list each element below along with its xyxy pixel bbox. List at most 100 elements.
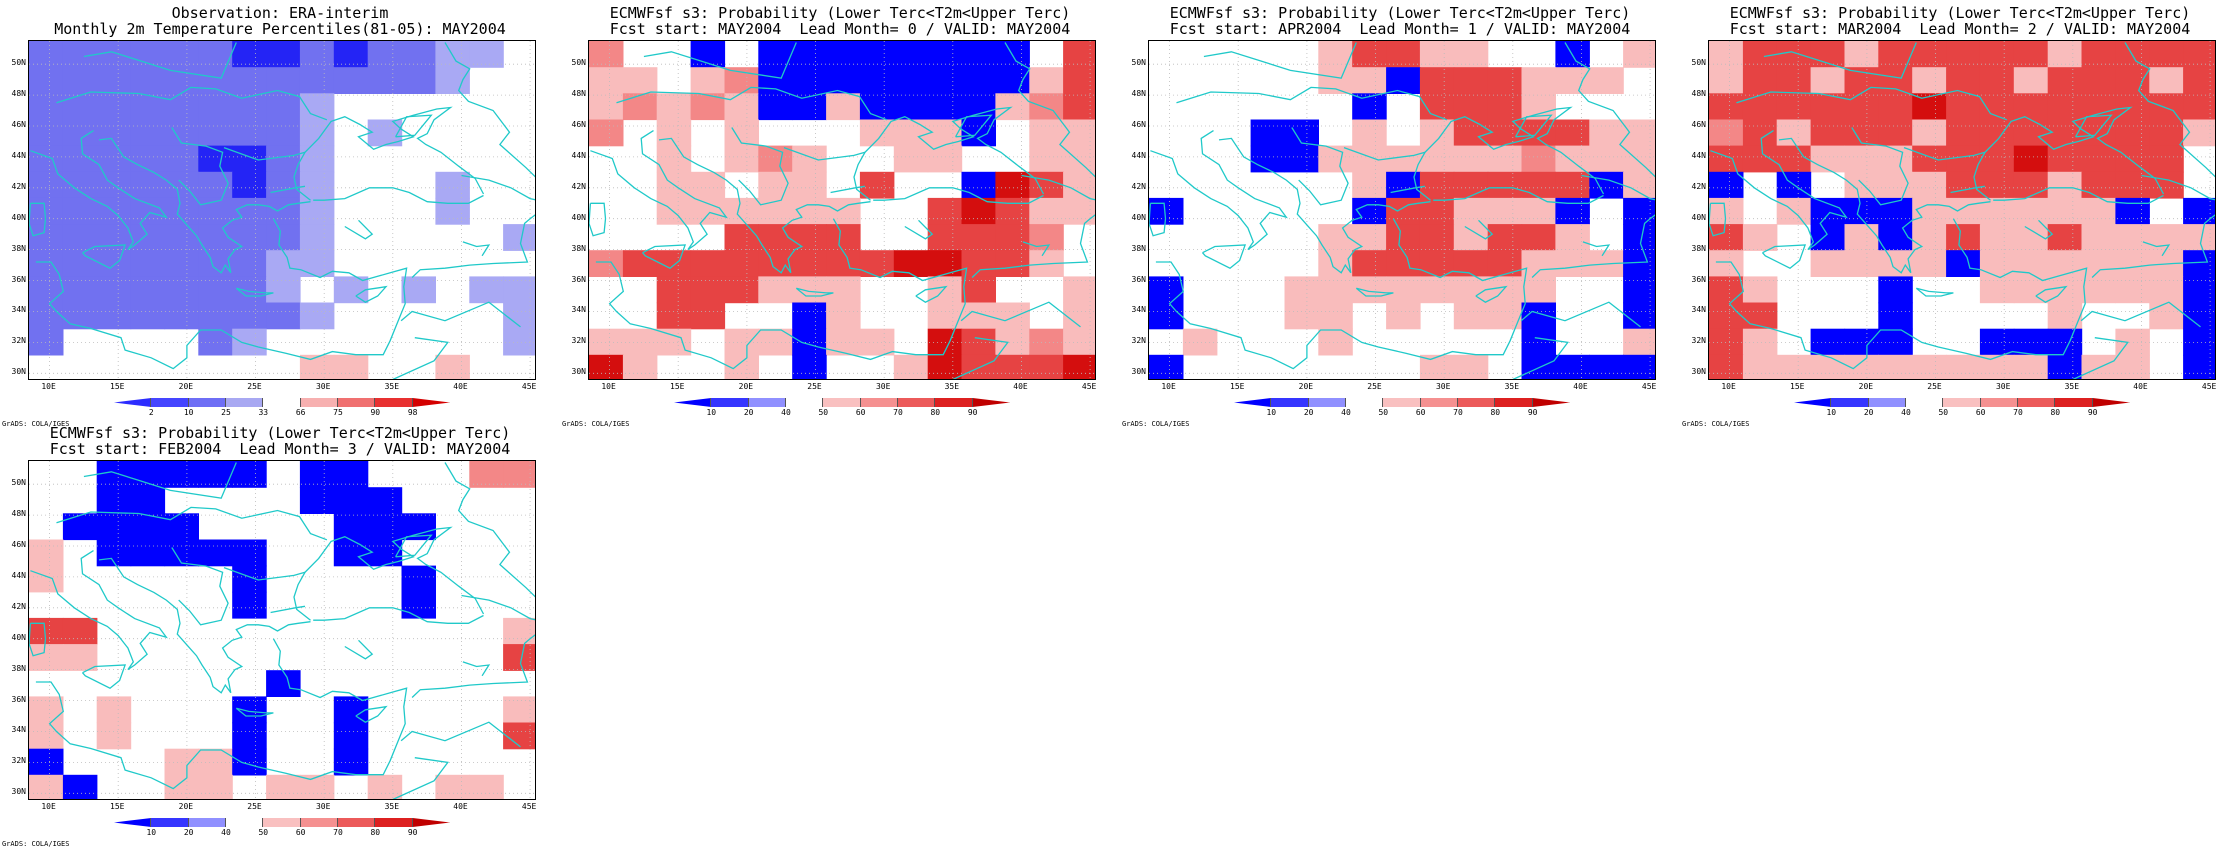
grid-cell [266,93,301,121]
grid-cell [1844,41,1879,68]
lat-tick-label: 36N [11,694,26,704]
grid-cell [589,67,624,94]
colorbar-segment [786,398,824,407]
grid-cell [266,670,301,697]
grid-cell [589,41,624,68]
grid-cell [1709,302,1744,330]
colorbar-tick-label: 80 [2050,408,2061,417]
grid-cell [1521,67,1556,94]
grid-cell [1063,302,1095,330]
colorbar-tick-label: 25 [221,408,231,417]
grid-cell [130,487,166,514]
grid-cell [198,197,233,225]
lat-tick-label: 38N [1131,243,1146,253]
grid-cell [96,145,132,173]
grid-cell [826,93,861,121]
colorbar-tick-label: 20 [1303,408,1314,417]
coastline [82,244,127,269]
colorbar-tick-label: 80 [370,828,381,837]
coastline [1903,146,1986,161]
coastline [1993,187,2164,204]
colorbar [114,398,450,407]
grid-cell [29,696,64,724]
coastline [30,550,168,671]
colorbar-tick-label: 10 [183,408,194,417]
coastline [82,664,127,689]
map-subtitle: Fcst start: MAY2004 Lead Month= 0 / VALI… [609,20,1071,38]
grid-cell [1709,171,1744,199]
lat-tick-label: 50N [1131,58,1146,68]
lat-tick-label: 40N [11,632,26,642]
grid-cell [1521,354,1556,379]
colorbar-tick-label: 60 [1975,408,1986,417]
lon-tick-label: 10E [1161,382,1176,391]
grads-credit: GrADS: COLA/IGES [1122,420,1190,428]
grid-cell [1386,197,1421,225]
coastline [98,557,311,694]
grid-cell [2081,224,2116,251]
colorbar [1234,398,1570,407]
coastline [915,285,948,303]
grid-cell [1623,119,1655,147]
lon-tick-label: 35E [2064,382,2080,391]
grid-cell [622,67,658,94]
grid-cell [1487,197,1523,225]
colorbar-tick-label: 40 [1341,408,1351,417]
map-frame [1708,40,2216,380]
grid-cell [724,224,759,251]
grid-cell [724,93,759,121]
grid-cell [1487,171,1523,199]
colorbar-tick-label: 60 [1415,408,1426,417]
grid-cell [2115,145,2150,173]
grid-cell [2013,171,2049,199]
coastline [1512,337,1569,379]
grid-cell [1589,67,1624,94]
coastline [444,42,535,178]
lon-tick-label: 15E [670,382,685,391]
lat-tick-label: 42N [1131,181,1146,191]
grid-cell [792,145,827,173]
grid-cell [1029,171,1064,199]
coastline [1413,106,1605,201]
coastline [595,218,968,370]
grid-cell [1946,197,1981,225]
map-title: ECMWFsf s3: Probability (Lower Terc<T2m<… [1729,4,2191,22]
grid-cell [893,145,929,173]
coastline [355,705,388,723]
grid-cell [2115,276,2150,304]
coastline [1710,130,1848,251]
colorbar-tick-label: 40 [1901,408,1911,417]
grid-cell [232,250,267,277]
grid-cell [690,197,726,225]
coastline [235,287,274,297]
grid-cell [232,539,267,567]
grid-cell [1419,145,1455,173]
lon-tick-label: 45E [521,382,537,391]
lon-tick-label: 30E [1435,382,1451,391]
coastline [2075,114,2113,138]
grid-cell [29,774,64,799]
coastline [313,607,484,624]
grid-cell [198,93,233,121]
lat-tick-label: 46N [11,120,26,129]
grid-cell [1709,119,1744,147]
coastline [270,185,306,194]
grid-cell [1063,41,1095,68]
grid-cell [2047,145,2083,173]
lon-tick-label: 20E [178,802,194,811]
grid-cell [1742,67,1778,94]
grid-cell [1709,67,1744,94]
coastline [1343,146,1426,161]
grid-cell [130,224,166,251]
grid-cell [724,197,759,225]
lon-tick-label: 25E [807,382,822,391]
grid-cell [62,41,98,68]
coastline [589,202,607,237]
colorbar-segment [972,398,1010,407]
grid-cell [198,276,233,304]
coastline [1915,287,1954,297]
grid-cell [1623,302,1655,330]
grid-cell [198,302,233,330]
grid-cell [367,67,403,94]
grid-cell [29,302,64,330]
